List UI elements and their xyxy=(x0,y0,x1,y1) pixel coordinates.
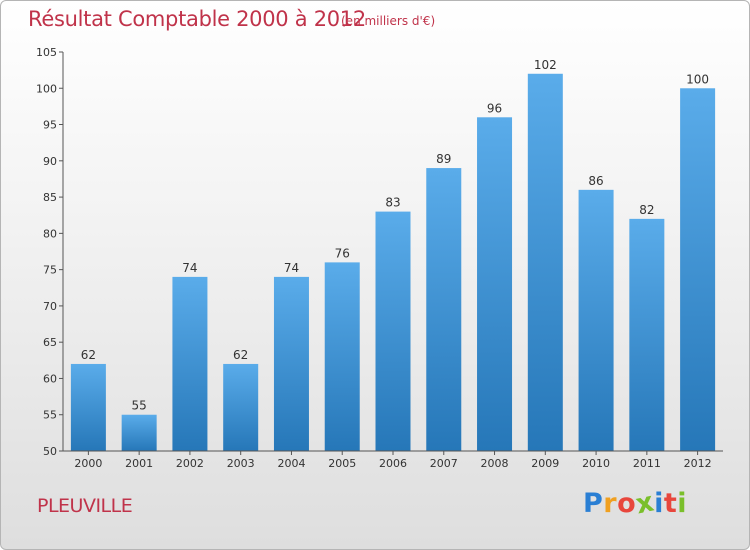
y-tick-label: 55 xyxy=(43,409,57,422)
x-tick-label-2007: 2007 xyxy=(430,457,458,470)
value-label-2006: 83 xyxy=(385,196,400,210)
y-tick-label: 105 xyxy=(36,46,57,59)
bar-2010 xyxy=(578,189,614,451)
bar-2012 xyxy=(680,88,716,451)
x-tick-label-2006: 2006 xyxy=(379,457,407,470)
value-label-2005: 76 xyxy=(335,246,350,260)
x-tick-label-2000: 2000 xyxy=(74,457,102,470)
y-tick-label: 65 xyxy=(43,336,57,349)
bar-2001 xyxy=(121,414,157,451)
x-tick-label-2005: 2005 xyxy=(328,457,356,470)
chart-title: Résultat Comptable 2000 à 2012 xyxy=(28,7,366,31)
bar-2004 xyxy=(273,276,309,451)
bar-2003 xyxy=(223,363,259,451)
x-tick-label-2011: 2011 xyxy=(633,457,661,470)
y-tick-label: 50 xyxy=(43,445,57,458)
bar-2008 xyxy=(477,117,513,452)
y-tick-label: 80 xyxy=(43,227,57,240)
logo-letter: i xyxy=(654,488,664,519)
y-tick-label: 75 xyxy=(43,264,57,277)
bar-2007 xyxy=(426,168,462,451)
value-label-2004: 74 xyxy=(284,261,299,275)
y-tick-label: 70 xyxy=(43,300,57,313)
bar-2006 xyxy=(375,211,411,451)
logo-letter: o xyxy=(617,488,637,519)
bar-2011 xyxy=(629,218,665,451)
value-label-2000: 62 xyxy=(81,348,96,362)
value-label-2003: 62 xyxy=(233,348,248,362)
value-label-2011: 82 xyxy=(639,203,654,217)
y-tick-label: 90 xyxy=(43,155,57,168)
bar-2002 xyxy=(172,276,208,451)
bar-2005 xyxy=(324,262,360,451)
logo-letter: r xyxy=(603,488,618,519)
logo-letter: i xyxy=(677,488,688,519)
x-tick-label-2002: 2002 xyxy=(176,457,204,470)
y-tick-label: 95 xyxy=(43,119,57,132)
x-tick-label-2004: 2004 xyxy=(277,457,305,470)
value-label-2001: 55 xyxy=(132,399,147,413)
bar-2000 xyxy=(70,363,106,451)
chart-subtitle: (en milliers d'€) xyxy=(341,14,436,28)
value-label-2008: 96 xyxy=(487,101,502,115)
x-tick-label-2009: 2009 xyxy=(531,457,559,470)
bars-layer: 62 55 74 62 74 76 83 89 96 102 86 82 100 xyxy=(70,58,716,452)
proxiti-logo[interactable]: Proxiti xyxy=(583,486,688,520)
axis-layer: 50 55 60 65 70 75 80 85 90 95 100 105 2000 2001 2002 20… xyxy=(36,46,723,470)
city-name: PLEUVILLE xyxy=(37,495,133,517)
x-tick-label-2012: 2012 xyxy=(684,457,712,470)
x-tick-label-2008: 2008 xyxy=(481,457,509,470)
value-label-2009: 102 xyxy=(534,58,557,72)
x-tick-label-2001: 2001 xyxy=(125,457,153,470)
value-label-2012: 100 xyxy=(686,72,709,86)
y-tick-label: 60 xyxy=(43,372,57,385)
x-tick-label-2003: 2003 xyxy=(227,457,255,470)
y-tick-label: 85 xyxy=(43,191,57,204)
bar-2009 xyxy=(527,73,563,451)
value-label-2010: 86 xyxy=(588,174,603,188)
value-label-2007: 89 xyxy=(436,152,451,166)
x-tick-label-2010: 2010 xyxy=(582,457,610,470)
y-tick-label: 100 xyxy=(36,82,57,95)
logo-letter: t xyxy=(663,488,678,519)
logo-letter: P xyxy=(583,488,604,519)
value-label-2002: 74 xyxy=(182,261,197,275)
